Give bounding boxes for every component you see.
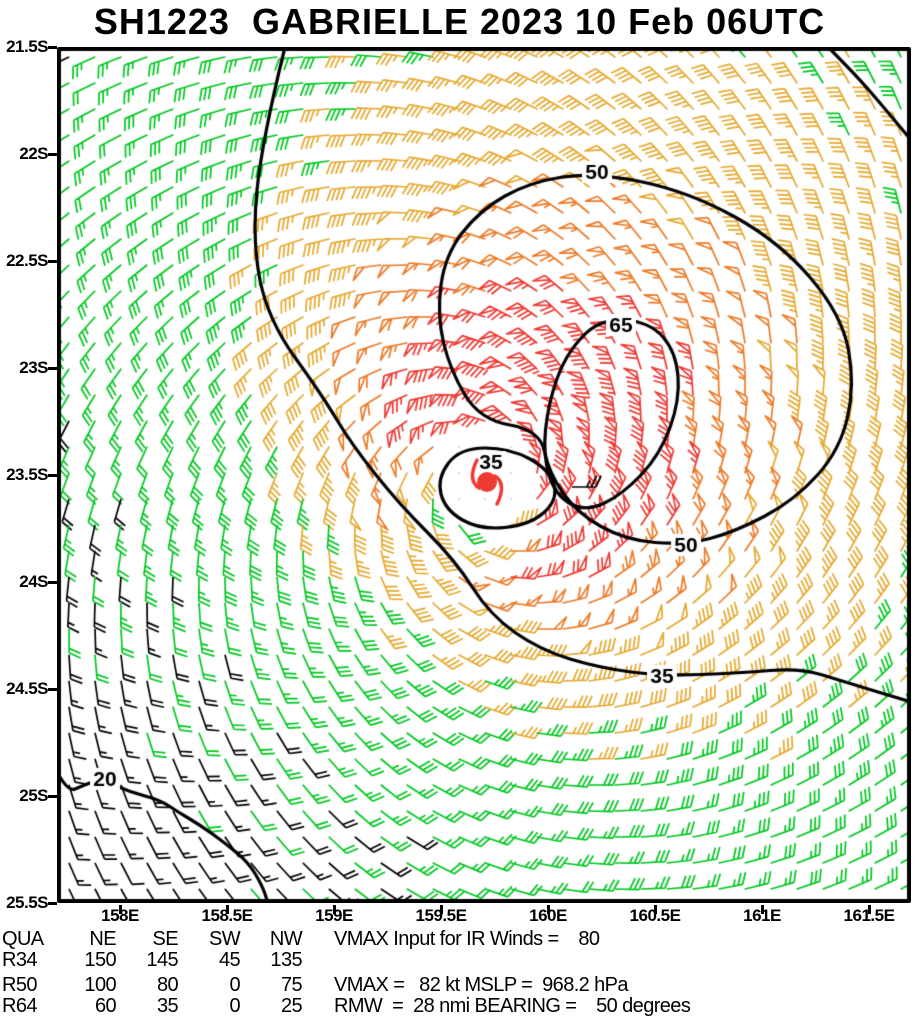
radius-label: R34	[2, 949, 37, 971]
lat-axis-label: 23.5S	[6, 465, 48, 484]
wind-radii-row-r34: R34 150 145 45 135	[2, 950, 917, 971]
lon-axis-label: 160.5E	[629, 906, 681, 925]
radius-value: 45	[218, 949, 241, 971]
radius-value: 60	[94, 995, 117, 1017]
lon-axis-label: 159.5E	[415, 906, 467, 925]
radius-label: R64	[2, 995, 37, 1017]
lat-axis-label: 25S	[19, 786, 48, 805]
lat-tick	[48, 688, 57, 691]
lon-axis-label: 159E	[315, 906, 353, 925]
lat-axis-label: 25.5S	[6, 893, 48, 912]
lat-tick	[48, 902, 57, 905]
lon-axis-label: 161E	[743, 906, 781, 925]
lat-tick	[48, 581, 57, 584]
radius-value: 80	[156, 974, 179, 996]
lat-tick	[48, 260, 57, 263]
radius-value: 25	[280, 995, 303, 1017]
radius-value: 150	[84, 949, 116, 971]
lon-tick	[547, 905, 550, 914]
radius-label: R50	[2, 974, 37, 996]
lon-tick	[868, 905, 871, 914]
radius-value: 100	[84, 974, 116, 996]
lat-tick	[48, 367, 57, 370]
storm-param-text: VMAX = 82 kt MSLP = 968.2 hPa	[334, 974, 629, 996]
lon-tick	[440, 905, 443, 914]
wind-radii-panel: QUA NE SE SW NW VMAX Input for IR Winds = 80 R…	[2, 929, 917, 1017]
lat-axis-label: 22.5S	[6, 251, 48, 270]
radius-value: 0	[229, 974, 240, 996]
quadrant-header-se: SE	[152, 928, 179, 950]
quadrant-header-label: QUA	[2, 928, 44, 950]
radius-value: 145	[146, 949, 178, 971]
lat-tick	[48, 46, 57, 49]
wind-radii-row-r50: R50 100 80 0 75 VMAX = 82 kt MSLP = 968.2 hPa	[2, 975, 917, 996]
lat-tick	[48, 795, 57, 798]
lon-axis-label: 158E	[101, 906, 139, 925]
vmax-input-text: VMAX Input for IR Winds = 80	[334, 928, 600, 950]
lon-tick	[761, 905, 764, 914]
lon-axis-label: 158.5E	[201, 906, 253, 925]
chart-title: SH1223 GABRIELLE 2023 10 Feb 06UTC	[93, 1, 826, 42]
quadrant-header-sw: SW	[208, 928, 241, 950]
radius-value: 0	[229, 995, 240, 1017]
storm-param-text: RMW = 28 nmi BEARING = 50 degrees	[334, 995, 691, 1017]
lon-axis-label: 160E	[529, 906, 567, 925]
lat-axis-label: 22S	[19, 144, 48, 163]
lon-tick	[654, 905, 657, 914]
quadrant-header-ne: NE	[89, 928, 116, 950]
lat-axis-label: 24S	[19, 572, 48, 591]
wind-barb-field-canvas	[57, 47, 911, 903]
lat-axis-label: 24.5S	[6, 679, 48, 698]
lat-tick	[48, 153, 57, 156]
lat-axis-label: 23S	[19, 358, 48, 377]
wind-radii-row-r64: R64 60 35 0 25 RMW = 28 nmi BEARING = 50 degr…	[2, 996, 917, 1017]
quadrant-header-row: QUA NE SE SW NW VMAX Input for IR Winds = 80	[2, 929, 917, 950]
lon-tick	[333, 905, 336, 914]
radius-value: 135	[270, 949, 302, 971]
quadrant-header-nw: NW	[269, 928, 303, 950]
plot-area	[57, 47, 911, 903]
lat-tick	[48, 474, 57, 477]
radius-value: 75	[280, 974, 303, 996]
lon-axis-label: 161.5E	[843, 906, 895, 925]
lon-tick	[226, 905, 229, 914]
lat-axis-label: 21.5S	[6, 37, 48, 56]
radius-value: 35	[156, 995, 179, 1017]
lon-tick	[119, 905, 122, 914]
